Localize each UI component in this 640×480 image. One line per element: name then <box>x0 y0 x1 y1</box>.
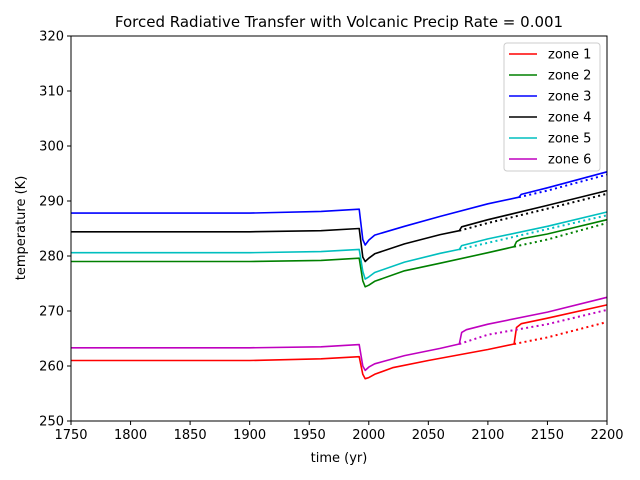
series-line-zone-6 <box>71 296 608 372</box>
x-axis: 1750 1800 1850 1900 1950 2000 2050 2100 2150 2200 <box>54 421 624 443</box>
y-tick-label: 260 <box>39 360 64 375</box>
series-line-zone-3 <box>71 171 608 246</box>
series-line-dotted-zone-2 <box>513 222 608 248</box>
x-tick-label: 2100 <box>471 428 504 443</box>
y-tick-label: 250 <box>39 415 64 430</box>
legend-label: zone 4 <box>548 111 591 126</box>
x-tick-label: 1750 <box>54 428 87 443</box>
series-line-dotted-zone-3 <box>518 173 608 199</box>
series-line-dotted-zone-1 <box>513 321 608 345</box>
series-line-zone-4 <box>71 189 608 263</box>
y-tick-label: 270 <box>39 305 64 320</box>
legend-label: zone 1 <box>548 48 591 63</box>
legend-label: zone 5 <box>548 132 591 147</box>
series-line-zone-2 <box>71 218 608 288</box>
x-tick-label: 2150 <box>531 428 564 443</box>
chart-title: Forced Radiative Transfer with Volcanic … <box>115 13 563 31</box>
x-tick-label: 1900 <box>233 428 266 443</box>
series-line-zone-1 <box>71 304 608 380</box>
y-tick-label: 310 <box>39 85 64 100</box>
x-tick-label: 2200 <box>590 428 623 443</box>
x-tick-label: 1800 <box>114 428 147 443</box>
legend-label: zone 6 <box>548 153 591 168</box>
x-tick-label: 2000 <box>352 428 385 443</box>
y-axis: 250 260 270 280 290 300 310 320 <box>39 30 71 430</box>
series-line-zone-5 <box>71 211 608 280</box>
plot-lines <box>71 171 608 380</box>
series-line-dotted-zone-4 <box>459 192 608 232</box>
y-tick-label: 320 <box>39 30 64 45</box>
plot-frame <box>70 35 608 422</box>
y-axis-label: temperature (K) <box>14 176 29 281</box>
x-tick-label: 1950 <box>293 428 326 443</box>
legend: zone 1 zone 2 zone 3 zone 4 zone 5 zone 6 <box>503 42 601 172</box>
legend-label: zone 3 <box>548 90 591 105</box>
y-tick-label: 280 <box>39 250 64 265</box>
legend-label: zone 2 <box>548 69 591 84</box>
series-line-dotted-zone-6 <box>458 308 608 345</box>
x-axis-label: time (yr) <box>311 451 368 466</box>
x-tick-label: 1850 <box>174 428 207 443</box>
y-tick-label: 290 <box>39 195 64 210</box>
y-tick-label: 300 <box>39 140 64 155</box>
x-tick-label: 2050 <box>412 428 445 443</box>
series-line-dotted-zone-5 <box>459 214 608 251</box>
